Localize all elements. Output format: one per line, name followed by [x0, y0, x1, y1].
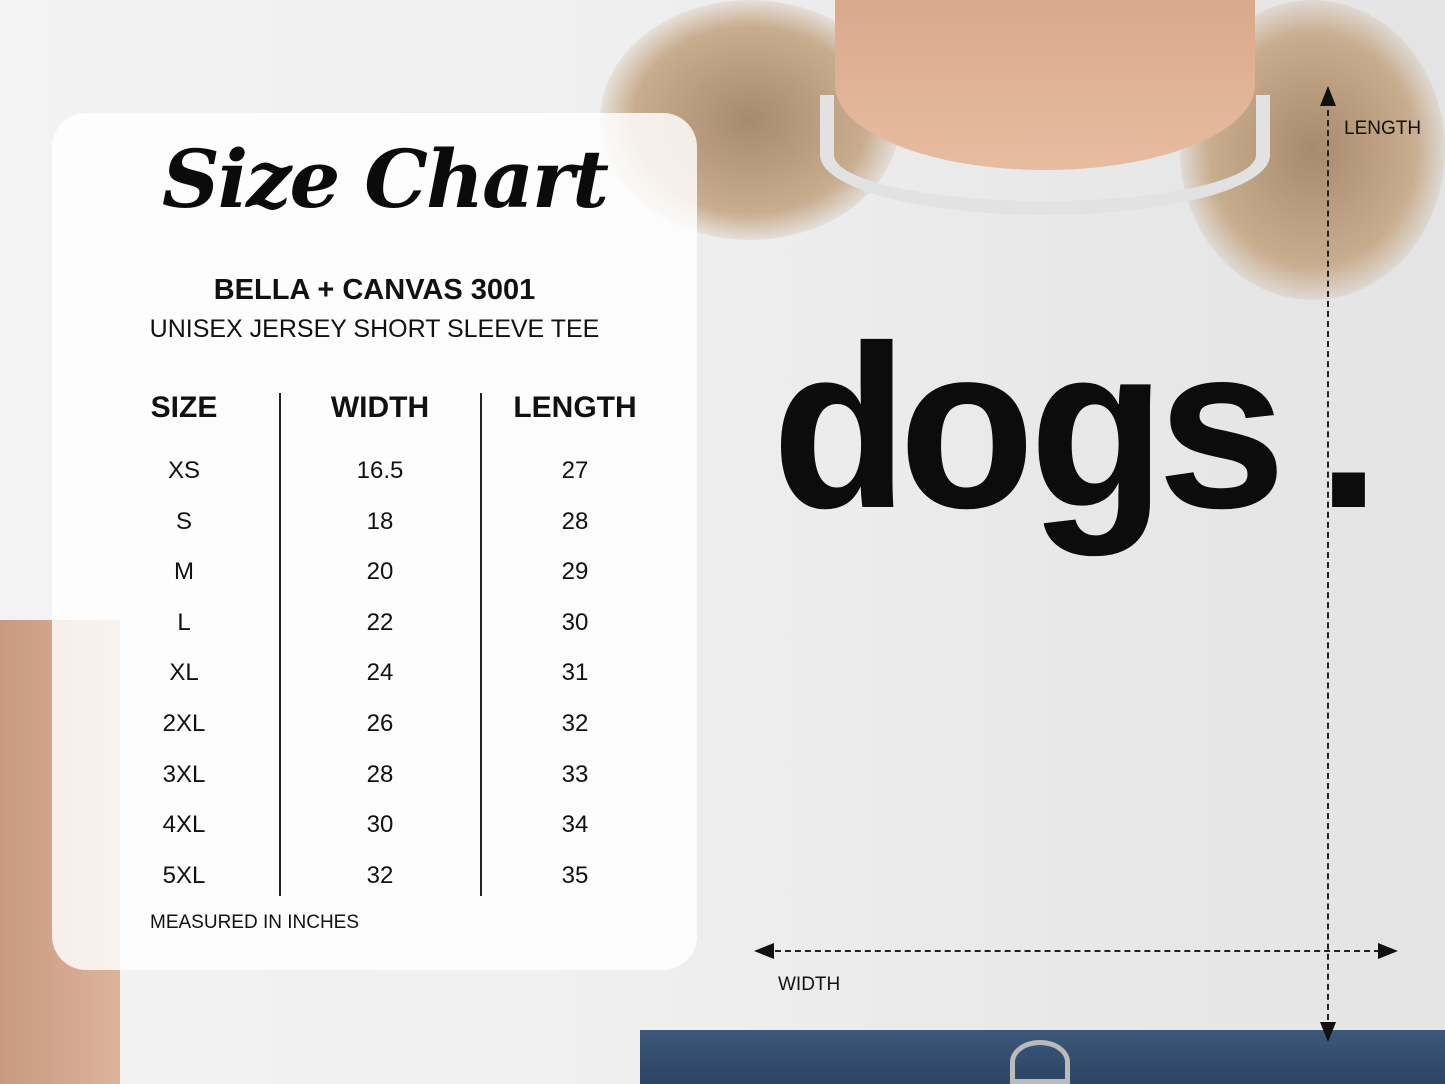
table-cell-length: 28: [561, 507, 589, 535]
column-divider: [480, 393, 482, 896]
brand-model: BELLA + CANVAS 3001: [213, 274, 536, 306]
width-label: WIDTH: [778, 974, 841, 995]
table-cell-length: 34: [561, 811, 589, 839]
size-column: SIZE XS S M L XL 2XL 3XL 4XL 5XL: [94, 390, 274, 893]
width-dashed-line: [765, 950, 1390, 952]
belt-ring: [1010, 1040, 1070, 1084]
table-cell-size: 4XL: [162, 811, 206, 839]
width-column: WIDTH 16.5 18 20 22 24 26 28 30 32: [290, 390, 470, 893]
length-column: LENGTH 27 28 29 30 31 32 33 34 35: [485, 390, 665, 893]
table-cell-size: XS: [167, 457, 200, 484]
table-cell-length: 33: [561, 760, 589, 788]
table-cell-length: 32: [561, 709, 589, 737]
table-cell-width: 20: [366, 558, 394, 586]
table-cell-width: 30: [366, 811, 394, 839]
column-divider: [279, 393, 281, 896]
table-cell-size: M: [174, 558, 194, 586]
table-cell-width: 32: [366, 861, 394, 889]
chart-title: Size Chart: [161, 132, 609, 226]
arrow-up-icon: [1320, 86, 1336, 106]
arrow-right-icon: [1378, 943, 1398, 959]
table-cell-width: 16.5: [356, 457, 404, 484]
measurement-note: MEASURED IN INCHES: [150, 912, 360, 933]
shirt-collar: [820, 95, 1270, 215]
table-cell-size: S: [175, 507, 192, 535]
table-cell-length: 31: [561, 659, 589, 687]
header-length: LENGTH: [513, 391, 637, 424]
header-width: WIDTH: [330, 391, 430, 424]
table-cell-length: 27: [561, 457, 589, 484]
header-size: SIZE: [150, 391, 218, 424]
table-cell-size: L: [177, 608, 191, 636]
table-cell-length: 35: [561, 861, 589, 889]
table-cell-width: 24: [366, 659, 394, 687]
table-cell-width: 22: [366, 608, 394, 636]
table-cell-width: 26: [366, 709, 394, 737]
table-cell-width: 18: [366, 507, 394, 535]
table-cell-size: 5XL: [162, 861, 206, 889]
length-dashed-line: [1327, 100, 1329, 1030]
table-cell-width: 28: [366, 760, 394, 788]
shirt-print-text: dogs.: [770, 314, 1418, 577]
table-cell-size: XL: [169, 659, 199, 687]
table-cell-size: 3XL: [162, 760, 206, 788]
size-chart-panel: [52, 113, 697, 970]
length-label: LENGTH: [1344, 118, 1422, 139]
arrow-left-icon: [754, 943, 774, 959]
table-cell-length: 30: [561, 608, 589, 636]
product-subtitle: UNISEX JERSEY SHORT SLEEVE TEE: [149, 315, 600, 343]
table-cell-length: 29: [561, 558, 589, 586]
arrow-down-icon: [1320, 1022, 1336, 1042]
table-cell-size: 2XL: [162, 709, 206, 737]
